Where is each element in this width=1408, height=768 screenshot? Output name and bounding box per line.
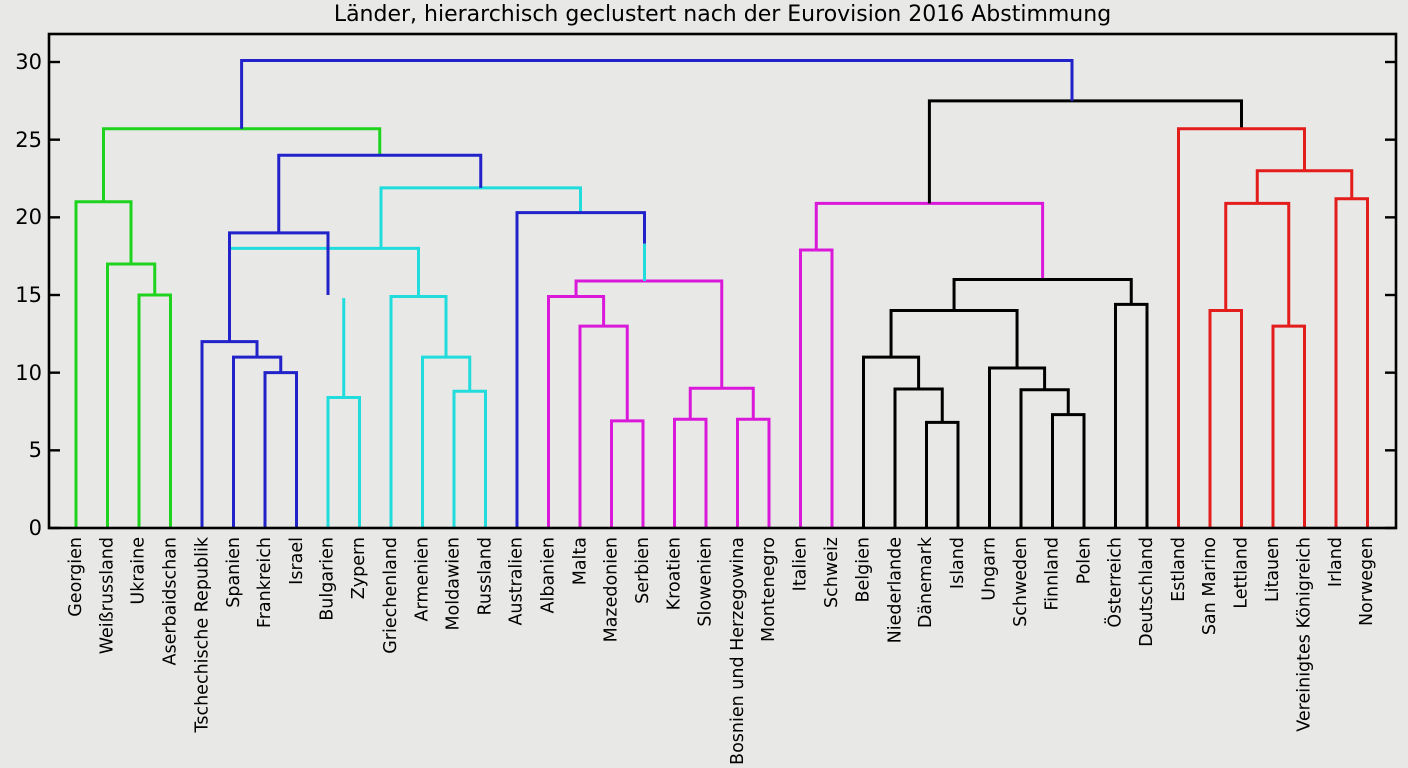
y-tick-label: 30 <box>15 50 42 74</box>
dendrogram-link <box>1051 413 1086 528</box>
leaf-label-text: Georgien <box>66 537 86 617</box>
leaf-label-text: Kroatien <box>664 537 685 611</box>
leaf-label-text: Slowenien <box>696 537 716 627</box>
leaf-label-text: Serbien <box>633 537 653 604</box>
dendrogram-link <box>736 417 771 528</box>
leaf-label-text: Litauen <box>1263 537 1283 603</box>
leaf-label-text: Moldawien <box>444 537 464 631</box>
y-tick-label: 0 <box>28 516 42 540</box>
dendrogram-link <box>688 386 755 420</box>
dendrogram-link <box>862 355 921 528</box>
leaf-label-text: Finnland <box>1042 537 1063 611</box>
leaf-label-text: Estland <box>1168 537 1189 602</box>
dendrogram-link <box>515 211 646 528</box>
dendrogram-link <box>547 295 606 528</box>
leaf-label-text: Belgien <box>853 537 874 603</box>
dendrogram-link <box>452 389 487 528</box>
dendrogram-link <box>200 340 259 528</box>
leaf-label-text: Australien <box>507 537 527 626</box>
dendrogram-link <box>814 201 1045 280</box>
leaf-label-text: Mazedonien <box>601 537 622 643</box>
dendrogram-link <box>326 396 361 528</box>
leaf-label-text: Frankreich <box>255 537 275 629</box>
leaf-label-text: Niederlande <box>885 537 905 644</box>
y-tick-label: 20 <box>15 205 42 230</box>
dendrogram-link <box>988 366 1047 528</box>
y-tick-label: 10 <box>15 360 42 385</box>
leaf-label-text: Ungarn <box>979 537 1000 601</box>
leaf-label-text: Armenien <box>412 537 433 622</box>
dendrogram-link <box>893 387 944 528</box>
leaf-label-text: Vereinigtes Königreich <box>1294 537 1315 732</box>
dendrogram-link <box>610 419 645 528</box>
dendrogram-link <box>673 417 708 528</box>
leaf-label-text: Italien <box>790 537 811 592</box>
leaf-label-text: Russland <box>475 537 496 616</box>
dendrogram-link <box>925 420 960 528</box>
leaf-label-text: Spanien <box>223 537 244 608</box>
leaf-label-text: Aserbaidschan <box>160 537 181 666</box>
dendrogram-links <box>74 58 1369 528</box>
leaf-label-text: Griechenland <box>381 537 401 654</box>
axes-frame <box>47 32 1398 530</box>
dendrogram-link <box>102 127 382 202</box>
leaf-label-text: Ukraine <box>129 537 149 605</box>
leaf-label-text: Tschechische Republik <box>192 537 212 733</box>
leaf-label-text: Albanien <box>538 537 559 614</box>
dendrogram-link <box>574 279 724 389</box>
dendrogram-link <box>1208 309 1243 528</box>
chart-title: Länder, hierarchisch geclustert nach der… <box>333 2 1112 27</box>
leaf-label-text: Schweiz <box>822 537 842 608</box>
dendrogram-link <box>421 355 472 528</box>
leaf-label-text: Israel <box>286 537 307 585</box>
leaf-label-text: Irland <box>1326 537 1346 588</box>
leaf-label-text: Schweden <box>1011 537 1031 627</box>
y-tick-label: 5 <box>28 438 42 463</box>
dendrogram-link <box>263 371 298 528</box>
dendrogram-link <box>1271 324 1306 528</box>
dendrogram-link <box>889 309 1019 369</box>
dendrogram-link <box>927 99 1243 204</box>
dendrogram-link <box>799 248 834 528</box>
dendrogram-link <box>229 246 420 297</box>
leaf-label-text: Bulgarien <box>318 537 338 621</box>
dendrogram-link <box>1177 127 1306 528</box>
dendrogram-link <box>106 262 157 528</box>
leaf-label-text: Zypern <box>349 537 370 600</box>
leaf-label-text: Montenegro <box>759 537 779 643</box>
leaf-label-text: Lettland <box>1231 537 1252 609</box>
leaf-label-text: Österreich <box>1105 537 1126 628</box>
dendrogram-link <box>1224 201 1291 327</box>
leaf-label-text: Dänemark <box>916 537 937 629</box>
leaf-label-text: Polen <box>1074 537 1094 585</box>
dendrogram-link <box>240 58 1074 129</box>
leaf-label-text: Weißrussland <box>97 537 118 655</box>
leaf-label-text: Deutschland <box>1137 537 1157 647</box>
leaf-label-text: Norwegen <box>1357 537 1378 627</box>
leaf-label-text: Malta <box>570 537 590 586</box>
dendrogram-link <box>379 186 582 249</box>
dendrogram-link <box>952 277 1133 311</box>
leaf-label-text: Island <box>948 537 968 590</box>
axis-ticks <box>49 60 1396 530</box>
y-tick-label: 15 <box>15 283 42 307</box>
dendrogram-link <box>277 153 483 233</box>
dendrogram-link <box>1019 388 1070 528</box>
leaf-label-text: San Marino <box>1200 537 1220 636</box>
dendrogram-link <box>137 293 172 528</box>
dendrogram-link <box>1114 302 1149 528</box>
leaf-label-text: Bosnien und Herzegowina <box>727 537 748 765</box>
dendrogram-link <box>74 200 133 528</box>
y-tick-label: 25 <box>15 127 42 152</box>
dendrogram-link <box>1334 197 1369 528</box>
dendrogram-link <box>578 324 629 528</box>
dendrogram-link <box>389 295 448 528</box>
dendrogram-link <box>232 355 283 528</box>
